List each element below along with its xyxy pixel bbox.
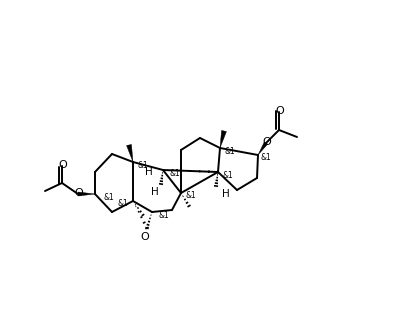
Text: &1: &1 — [261, 154, 271, 163]
Text: O: O — [262, 137, 271, 147]
Text: &1: &1 — [138, 160, 148, 169]
Text: O: O — [75, 188, 84, 198]
Text: H: H — [151, 187, 159, 197]
Text: &1: &1 — [223, 170, 234, 179]
Polygon shape — [126, 144, 133, 162]
Text: &1: &1 — [186, 191, 197, 199]
Text: O: O — [141, 232, 150, 242]
Text: O: O — [59, 160, 67, 170]
Text: O: O — [276, 106, 284, 116]
Text: H: H — [145, 167, 153, 177]
Text: &1: &1 — [159, 211, 169, 220]
Polygon shape — [220, 130, 226, 148]
Text: &1: &1 — [118, 199, 129, 208]
Text: H: H — [222, 189, 230, 199]
Text: &1: &1 — [104, 193, 114, 202]
Text: &1: &1 — [170, 169, 180, 179]
Polygon shape — [258, 142, 268, 155]
Text: &1: &1 — [225, 146, 235, 156]
Polygon shape — [78, 192, 95, 196]
